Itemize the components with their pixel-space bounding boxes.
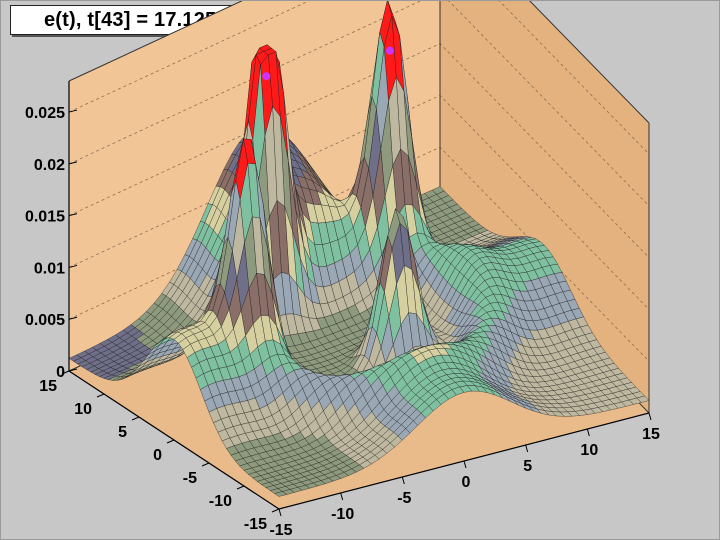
y-tick [236,485,245,490]
z-tick [68,316,78,320]
x-tick [463,460,467,469]
z-tick-label: 0.015 [25,209,65,226]
z-tick [68,368,78,372]
y-tick-label: -10 [209,493,232,510]
z-tick [68,161,78,165]
x-axis: -15 -10 -5 0 5 10 15 [269,412,660,539]
y-tick-label: 15 [39,378,57,395]
z-tick-label: 0.01 [34,260,65,277]
gridline [68,1,650,155]
z-tick-label: 0.025 [25,105,65,122]
x-tick-label: 5 [523,458,532,475]
x-tick [340,492,344,501]
x-tick-label: 10 [580,442,598,459]
y-tick [131,416,140,421]
y-axis: 15 10 5 0 -5 -10 -15 [39,370,280,533]
z-axis: 0 0.005 0.01 0.015 0.02 0.025 [25,81,78,381]
z-tick [68,213,78,217]
side-wall [440,1,649,413]
surface-cell [274,491,288,497]
z-tick [68,109,78,113]
x-tick [278,508,282,517]
gridline [68,1,650,207]
y-tick [271,508,280,513]
x-tick-label: -5 [397,490,411,507]
y-tick [166,439,175,444]
y-tick [96,393,105,398]
x-tick [586,428,590,437]
x-tick [525,444,529,453]
z-tick [68,264,78,268]
x-tick-label: -10 [331,506,354,523]
x-tick-label: 15 [642,426,660,443]
y-tick-label: -5 [183,470,197,487]
y-tick [201,462,210,467]
y-tick-label: 0 [153,447,162,464]
y-tick-label: 10 [74,401,92,418]
z-tick-label: 0 [56,364,65,381]
peak-tip [262,72,271,81]
x-tick [648,412,652,421]
box-edge [529,1,650,124]
energy-density-surface [68,1,650,497]
x-tick-label: 0 [462,474,471,491]
y-tick-label: -15 [244,516,267,533]
y-tick [61,370,70,375]
x-tick [401,476,405,485]
z-tick-label: 0.005 [25,312,65,329]
x-tick-label: -15 [269,522,292,539]
box-edge [68,1,243,82]
z-tick-label: 0.02 [34,157,65,174]
peak-tip [385,46,394,55]
y-tick-label: 5 [118,424,127,441]
